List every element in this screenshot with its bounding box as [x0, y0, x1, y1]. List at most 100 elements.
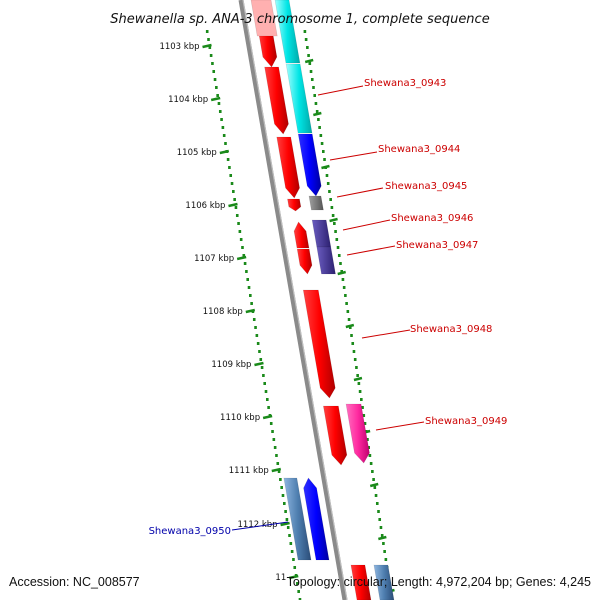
ruler-dot: [317, 118, 320, 121]
tick-ruler: [205, 30, 395, 600]
ruler-dot: [207, 38, 210, 41]
ruler-dot: [281, 494, 285, 497]
ruler-dot: [238, 230, 242, 233]
gene-leader-line: [329, 151, 378, 161]
ruler-dot: [360, 398, 363, 401]
ruler-dot: [363, 422, 367, 425]
ruler-dot: [277, 470, 281, 473]
gene-label-shewana3_0948[interactable]: Shewana3_0948: [410, 324, 492, 335]
ruler-dot: [350, 334, 353, 337]
ruler-dot: [239, 238, 243, 241]
ruler-dot: [228, 166, 231, 169]
ruler-dot: [374, 494, 378, 497]
cds-arrow: [345, 403, 370, 464]
ruler-dot: [212, 70, 216, 73]
ruler-dot: [313, 94, 317, 97]
ruler-dot: [220, 118, 223, 121]
ruler-dot: [346, 310, 350, 313]
ruler-tick: [329, 217, 338, 223]
tick-mark: [271, 467, 282, 473]
ruler-dot: [241, 246, 244, 249]
ruler-tick: [353, 376, 363, 382]
cds-arrow: [303, 477, 330, 561]
tick-mark: [280, 521, 290, 527]
tick-labels: 1103 kbp 1104 kbp 1105 kbp 1106 kbp 1107 kbp…: [159, 42, 299, 583]
ruler-dot: [377, 510, 380, 513]
accession-label: Accession: NC_008577: [9, 575, 140, 589]
cds-arrow: [296, 248, 313, 275]
tick-mark: [202, 43, 212, 49]
ruler-dot: [348, 326, 352, 329]
tick-label: 1104 kbp: [168, 95, 208, 105]
ruler-dot: [369, 462, 373, 465]
ruler-dot: [347, 318, 351, 321]
ruler-dot: [255, 334, 259, 337]
ruler-dot: [341, 278, 345, 281]
gene-leader-line: [342, 219, 391, 231]
tick-mark: [210, 96, 221, 102]
tick-label: 1111 kbp: [229, 466, 269, 476]
ruler-dot: [336, 246, 340, 249]
ruler-dot: [345, 302, 348, 305]
feature-track: [238, 0, 395, 600]
tick-label: 1107 kbp: [194, 254, 234, 264]
ruler-dot: [256, 342, 260, 345]
ruler-dot: [264, 390, 268, 393]
gene-leader-line: [375, 421, 425, 431]
ruler-dot: [331, 214, 335, 217]
gene-label-shewana3_0947[interactable]: Shewana3_0947: [396, 240, 478, 251]
ruler-dot: [310, 78, 314, 81]
ruler-dot: [273, 446, 277, 449]
ruler-dot: [373, 486, 377, 489]
ruler-dot: [325, 174, 329, 177]
ruler-dot: [289, 542, 293, 545]
ruler-dot: [216, 94, 219, 97]
gene-label-shewana3_0943[interactable]: Shewana3_0943: [364, 78, 446, 89]
gene-label-shewana3_0945[interactable]: Shewana3_0945: [385, 181, 467, 192]
ruler-dot: [351, 342, 355, 345]
gene-label-shewana3_0946[interactable]: Shewana3_0946: [391, 213, 473, 224]
ruler-dot: [282, 502, 286, 505]
ruler-dot: [242, 254, 246, 257]
cds-block: [285, 63, 313, 134]
gene-label-shewana3_0950[interactable]: Shewana3_0950: [149, 526, 231, 537]
ruler-dot: [284, 510, 287, 513]
ruler-dot: [276, 462, 280, 465]
ruler-dot: [375, 502, 379, 505]
ruler-dot: [380, 534, 384, 537]
ruler-dot: [328, 190, 331, 193]
cds-block: [311, 219, 332, 248]
ruler-dot: [367, 446, 370, 449]
ruler-dot: [237, 222, 240, 225]
chromosome-backbone: [238, 0, 348, 600]
ruler-dot: [290, 550, 294, 553]
cds-block: [373, 564, 395, 600]
tick-mark: [219, 149, 230, 155]
ruler-dot: [272, 438, 276, 441]
ruler-dot: [337, 254, 341, 257]
ruler-dot: [378, 518, 382, 521]
ruler-dot: [285, 518, 289, 521]
gene-leader-line: [336, 187, 384, 198]
gene-label-shewana3_0949[interactable]: Shewana3_0949: [425, 416, 507, 427]
ruler-dot: [304, 38, 308, 41]
gene-label-shewana3_0944[interactable]: Shewana3_0944: [378, 144, 460, 155]
ruler-dot: [326, 182, 330, 185]
ruler-tick: [378, 535, 387, 541]
ruler-dot: [266, 398, 269, 401]
ruler-dot: [205, 30, 209, 33]
tick-label: 1110 kbp: [220, 413, 260, 423]
ruler-dot: [322, 150, 325, 153]
ruler-dot: [315, 110, 319, 113]
ruler-dot: [318, 126, 321, 129]
ruler-dot: [208, 46, 212, 49]
cds-arrow: [293, 221, 310, 249]
tick-mark: [228, 202, 238, 208]
gene-leader-line: [231, 521, 289, 531]
ruler-dot: [267, 406, 270, 409]
ruler-dot: [319, 134, 323, 137]
ruler-dot: [372, 478, 375, 481]
ruler-dot: [371, 470, 374, 473]
ruler-dot: [307, 54, 310, 57]
ruler-dot: [235, 214, 239, 217]
